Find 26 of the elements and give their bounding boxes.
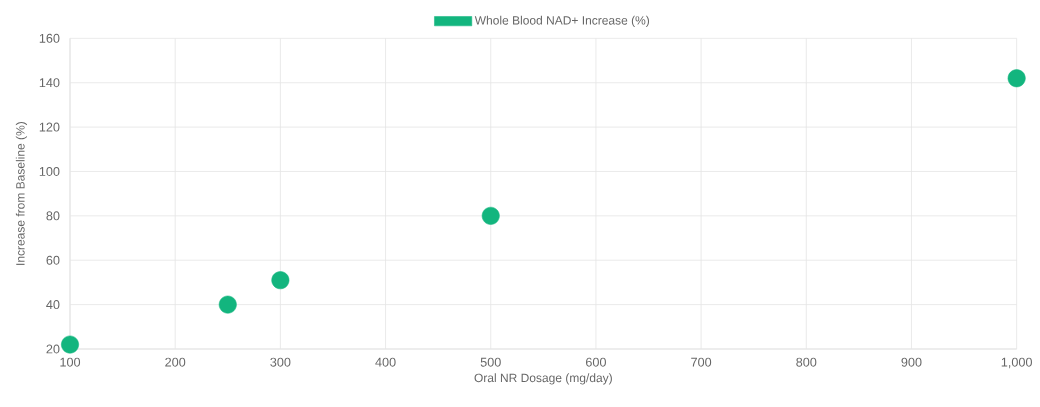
- point: [271, 271, 290, 290]
- x-tick-label: 700: [691, 357, 712, 367]
- x-tick-label: 300: [270, 357, 291, 367]
- x-tick-label: 200: [165, 357, 186, 367]
- x-axis-title: Oral NR Dosage (mg/day): [474, 373, 612, 385]
- y-tick-label: 20: [46, 344, 60, 354]
- point: [61, 335, 79, 354]
- point: [1007, 69, 1026, 88]
- y-tick-label: 80: [46, 211, 60, 221]
- y-tick-label: 40: [46, 300, 60, 310]
- point: [218, 295, 237, 314]
- y-tick-label: 60: [46, 255, 60, 265]
- x-tick-label: 500: [480, 357, 501, 367]
- point: [481, 206, 500, 225]
- x-tick-label: 600: [586, 357, 606, 367]
- y-axis-title: Increase from Baseline (%): [15, 122, 28, 265]
- y-tick-label: 140: [39, 78, 60, 88]
- legend-label: Whole Blood NAD+ Increase (%): [474, 15, 650, 27]
- y-tick-label: 160: [39, 33, 60, 43]
- x-tick-label: 100: [60, 357, 81, 367]
- x-tick-label: 800: [796, 357, 817, 367]
- x-tick-label: 1,000: [1001, 357, 1032, 369]
- y-tick-label: 100: [39, 166, 60, 176]
- y-tick-label: 120: [39, 122, 60, 132]
- x-tick-label: 900: [901, 357, 922, 367]
- x-tick-label: 400: [375, 357, 396, 367]
